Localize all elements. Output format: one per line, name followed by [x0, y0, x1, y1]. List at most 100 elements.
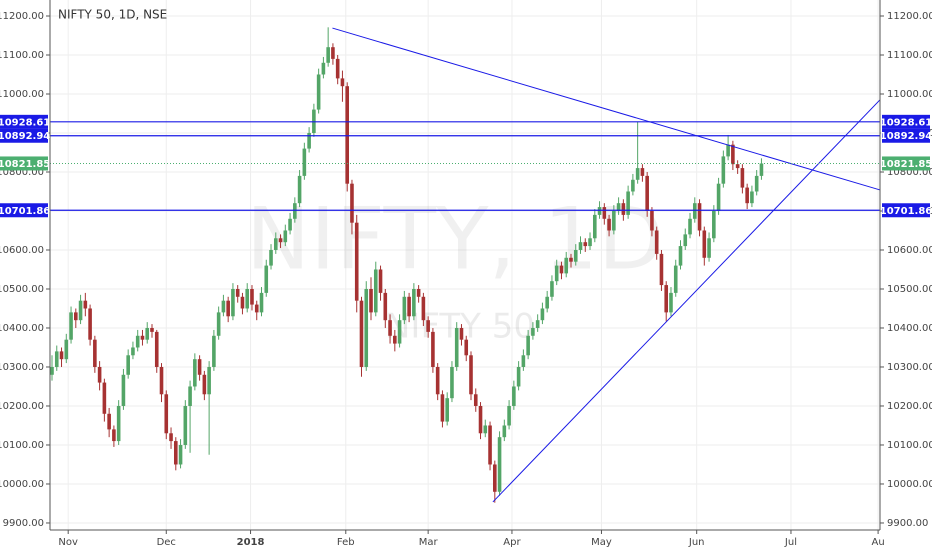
candle-body [564, 257, 569, 274]
y-tick-label: 10500.00 [0, 284, 44, 295]
candle-body [250, 288, 254, 305]
candle-body [754, 175, 759, 192]
candle-body [154, 331, 159, 367]
candle-body [673, 265, 678, 293]
y-tick-label: 11200.00 [0, 11, 44, 22]
candle-body [497, 437, 502, 492]
candle-body [402, 296, 407, 321]
candle-body [183, 405, 188, 445]
y-tick-label: 11000.00 [887, 89, 932, 100]
candle-body [545, 296, 549, 309]
y-tick-label: 9900.00 [3, 518, 44, 529]
candle-body [293, 203, 297, 219]
price-label-box [882, 128, 930, 143]
candle-body [212, 335, 216, 367]
candle-body [740, 168, 745, 188]
price-label-box [882, 203, 930, 218]
candle-body [369, 288, 373, 313]
candle-body [635, 168, 640, 180]
y-tick-label: 10400.00 [887, 323, 932, 334]
candle-body [502, 425, 507, 438]
candle-body [264, 265, 269, 293]
candle-body [626, 191, 630, 215]
candle-body [526, 335, 530, 356]
candle-body [583, 242, 588, 247]
candle-body [97, 366, 102, 383]
candle-body [535, 320, 540, 328]
candle-body [559, 265, 564, 274]
y-tick-label: 11100.00 [887, 50, 932, 61]
candle-body [716, 183, 721, 211]
price-label: 10892.94 [0, 131, 50, 142]
candle-body [335, 58, 340, 79]
candle-body [607, 218, 611, 231]
candle-body [378, 269, 383, 293]
candle-body [112, 429, 116, 442]
candle-body [435, 366, 440, 395]
candle-body [550, 281, 554, 297]
candle-body [64, 339, 69, 360]
candle-body [612, 210, 616, 231]
candle-body [193, 359, 197, 387]
x-tick-label: Jun [688, 537, 705, 548]
candle-body [121, 374, 126, 406]
candle-body [412, 288, 416, 317]
candle-body [307, 132, 311, 149]
y-tick-label: 10800.00 [0, 167, 44, 178]
candle-body [393, 335, 397, 344]
candle-body [240, 296, 245, 309]
y-tick-label: 11000.00 [0, 89, 44, 100]
candle-body [464, 339, 469, 356]
candle-body [50, 366, 54, 375]
candle-body [445, 398, 449, 422]
chart-title: NIFTY 50, 1D, NSE [58, 8, 167, 22]
y-tick-label: 10500.00 [887, 284, 932, 295]
candle-body [516, 366, 521, 387]
candle-body [602, 207, 607, 219]
candle-body [507, 405, 511, 426]
y-tick-label: 10300.00 [0, 362, 44, 373]
candle-body [164, 394, 169, 434]
y-tick-label: 10000.00 [887, 479, 932, 490]
candle-body [69, 312, 73, 340]
candle-body [159, 366, 164, 395]
candle-body [197, 359, 202, 375]
candle-body [74, 312, 78, 321]
candle-body [588, 238, 592, 247]
candle-body [759, 163, 764, 176]
candle-body [578, 242, 583, 250]
candle-body [573, 249, 578, 262]
candle-body [416, 288, 421, 297]
candle-body [531, 327, 535, 336]
candle-body [421, 296, 426, 321]
candle-body [283, 230, 288, 243]
candle-body [745, 187, 749, 204]
candle-body [150, 327, 154, 332]
candle-body [712, 210, 716, 239]
candle-body [78, 300, 83, 321]
candle-body [178, 444, 183, 465]
price-label-box [0, 156, 48, 171]
candle-body [483, 425, 488, 434]
candle-body [735, 164, 740, 169]
candle-body [316, 74, 321, 110]
x-tick-label: Au [872, 537, 885, 548]
candle-body [202, 374, 207, 395]
candle-body [173, 441, 178, 465]
trendline [332, 27, 881, 191]
candle-body [426, 320, 430, 332]
candle-body [364, 288, 369, 367]
candle-body [140, 335, 145, 340]
candle-body [669, 292, 673, 313]
x-tick-label: 2018 [237, 537, 265, 548]
y-tick-label: 9900.00 [887, 518, 928, 529]
candle-body [454, 327, 459, 367]
candle-body [750, 191, 754, 204]
candle-body [616, 203, 621, 211]
candle-body [273, 238, 278, 250]
x-tick-label: Apr [503, 537, 521, 548]
candle-body [93, 339, 97, 367]
x-tick-label: May [591, 537, 612, 548]
y-tick-label: 10200.00 [0, 401, 44, 412]
price-label: 10701.86 [0, 206, 50, 217]
